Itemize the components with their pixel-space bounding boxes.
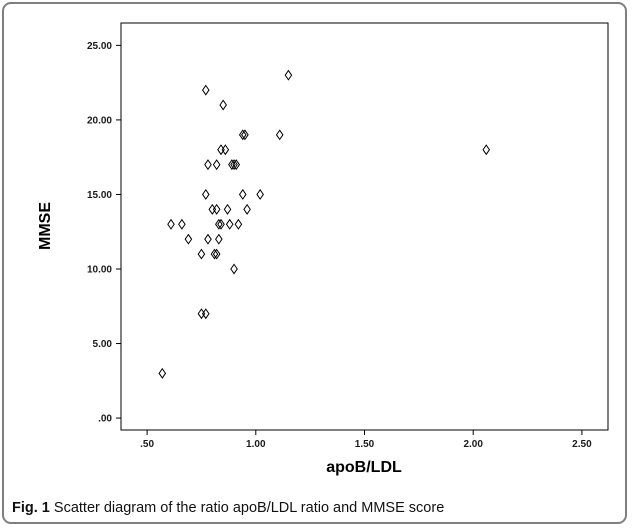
data-point — [201, 84, 210, 96]
plot-area — [120, 22, 609, 431]
data-point — [204, 233, 212, 245]
data-point — [201, 308, 210, 320]
data-point — [243, 203, 251, 215]
data-point — [210, 248, 219, 260]
data-point — [212, 203, 221, 215]
data-point — [238, 129, 247, 141]
data-point — [212, 248, 221, 260]
y-tick-label: 25.00 — [87, 41, 112, 52]
data-point — [275, 129, 284, 141]
x-tick-label: 2.00 — [463, 439, 483, 450]
data-point — [230, 263, 238, 275]
data-point — [230, 159, 238, 171]
data-point — [234, 218, 243, 230]
y-axis-title: MMSE — [37, 202, 54, 250]
data-point — [217, 218, 225, 230]
figure-caption: Fig. 1 Scatter diagram of the ratio apoB… — [12, 500, 622, 516]
data-point — [241, 129, 249, 141]
data-point — [215, 218, 223, 230]
y-tick-label: 10.00 — [87, 264, 112, 275]
data-point — [232, 159, 241, 171]
y-tick-label: 20.00 — [87, 115, 112, 126]
data-point — [223, 203, 232, 215]
data-points — [158, 69, 491, 379]
caption-text: Scatter diagram of the ratio apoB/LDL ra… — [53, 500, 445, 516]
x-tick-label: 1.00 — [246, 439, 266, 450]
y-axis-ticks: .00 5.00 10.00 15.00 20.00 25.00 — [87, 41, 121, 425]
y-tick-label: 5.00 — [93, 339, 113, 350]
data-point — [197, 248, 206, 260]
x-axis-title: apoB/LDL — [326, 459, 402, 476]
data-point — [219, 99, 227, 111]
data-point — [215, 233, 223, 245]
data-point — [167, 218, 175, 230]
data-point — [256, 188, 264, 200]
data-point — [221, 144, 230, 156]
data-point — [201, 188, 210, 200]
x-tick-label: 2.50 — [572, 439, 592, 450]
x-tick-label: 1.50 — [355, 439, 375, 450]
data-point — [184, 233, 193, 245]
x-axis-ticks: .50 1.00 1.50 2.00 2.50 — [140, 430, 592, 450]
data-point — [178, 218, 186, 230]
data-point — [158, 367, 167, 379]
data-point — [212, 159, 221, 171]
caption-label: Fig. 1 — [12, 500, 50, 516]
data-point — [204, 159, 212, 171]
x-tick-label: .50 — [140, 439, 154, 450]
data-point — [238, 188, 247, 200]
y-tick-label: 15.00 — [87, 190, 112, 201]
y-tick-label: .00 — [98, 414, 112, 425]
data-point — [284, 69, 293, 81]
data-point — [225, 218, 234, 230]
data-point — [482, 144, 491, 156]
